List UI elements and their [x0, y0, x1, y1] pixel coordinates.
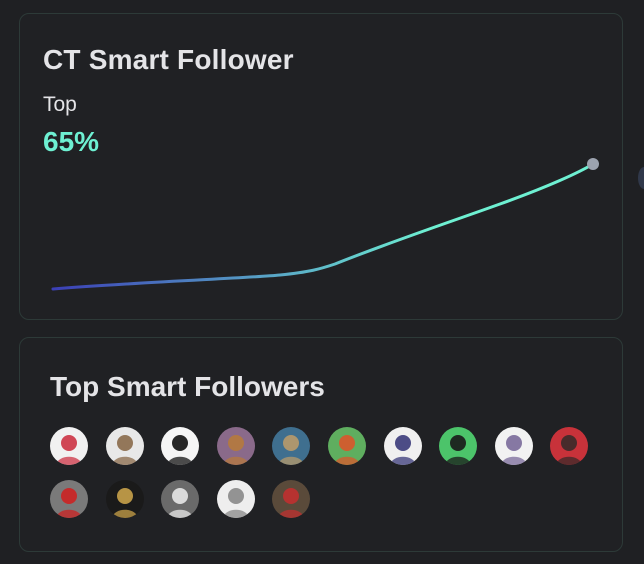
section-title: Top Smart Followers	[50, 371, 325, 402]
top-smart-followers-card: Top Smart Followers	[19, 337, 623, 552]
rank-label: Top	[43, 93, 77, 116]
smart-follower-card: CT Smart Follower Top 65%	[19, 13, 623, 320]
smart-follower-avatar-4[interactable]	[217, 427, 255, 465]
smart-follower-avatar-2[interactable]	[106, 427, 144, 465]
smart-follower-avatar-3[interactable]	[161, 427, 199, 465]
smart-follower-avatar-6[interactable]	[328, 427, 366, 465]
trend-endpoint-marker	[587, 158, 599, 170]
card-title: CT Smart Follower	[43, 44, 294, 75]
trend-line	[51, 162, 595, 291]
smart-follower-avatar-7[interactable]	[384, 427, 422, 465]
partial-offscreen-element	[638, 167, 644, 189]
smart-follower-avatar-15[interactable]	[272, 480, 310, 518]
smart-follower-avatar-5[interactable]	[272, 427, 310, 465]
rank-percentage: 65%	[43, 126, 100, 157]
smart-follower-avatar-8[interactable]	[439, 427, 477, 465]
smart-follower-avatar-12[interactable]	[106, 480, 144, 518]
smart-follower-avatar-14[interactable]	[217, 480, 255, 518]
smart-follower-trend-chart	[51, 158, 599, 291]
smart-follower-avatar-13[interactable]	[161, 480, 199, 518]
smart-follower-avatar-1[interactable]	[50, 427, 88, 465]
smart-follower-avatar-11[interactable]	[50, 480, 88, 518]
smart-follower-avatar-9[interactable]	[495, 427, 533, 465]
smart-follower-avatar-10[interactable]	[550, 427, 588, 465]
